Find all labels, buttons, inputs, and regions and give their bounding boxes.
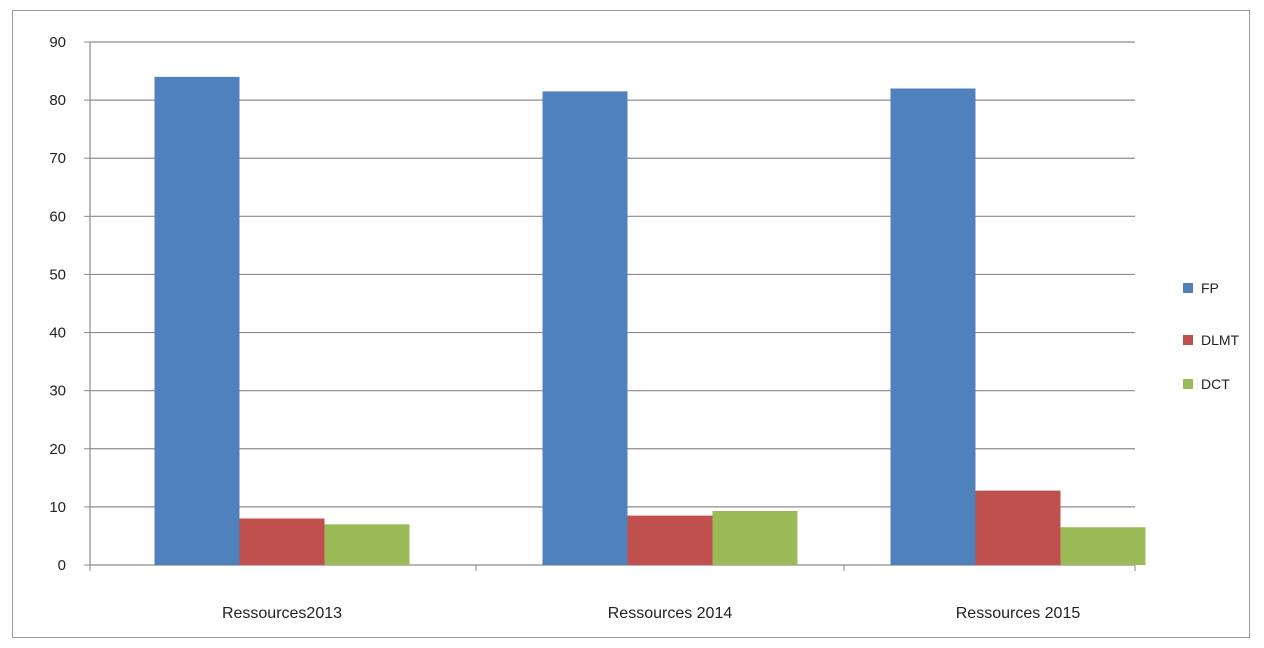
legend-swatch-dct — [1183, 379, 1193, 389]
bar-dlmt-0 — [239, 518, 325, 565]
legend-swatch-dlmt — [1183, 335, 1193, 345]
legend: FP DLMT DCT — [1183, 280, 1240, 392]
legend-label-dct: DCT — [1201, 376, 1230, 392]
bar-fp-0 — [154, 76, 240, 565]
bar-dlmt-2 — [975, 490, 1061, 565]
y-tick-label: 30 — [49, 383, 66, 400]
bar-dct-1 — [712, 510, 798, 565]
y-tick-label: 90 — [49, 34, 66, 51]
bar-fp-2 — [890, 88, 976, 565]
y-tick-label: 80 — [49, 92, 66, 109]
x-category-label: Ressources 2015 — [956, 605, 1081, 622]
bar-dlmt-1 — [627, 515, 713, 565]
y-tick-label: 60 — [49, 208, 66, 225]
x-category-label: Ressources 2014 — [608, 605, 733, 622]
y-tick-label: 40 — [49, 325, 66, 342]
legend-swatch-fp — [1183, 283, 1193, 293]
legend-label-dlmt: DLMT — [1201, 332, 1240, 348]
y-tick-label: 70 — [49, 150, 66, 167]
legend-label-fp: FP — [1201, 280, 1219, 296]
y-tick-label: 50 — [49, 266, 66, 283]
bar-dct-2 — [1060, 527, 1146, 565]
x-category-label: Ressources2013 — [222, 605, 342, 622]
y-tick-label: 20 — [49, 441, 66, 458]
axis-labels: 0 10 20 30 40 50 60 70 80 90 Ressources2013 Ressour… — [49, 34, 1080, 622]
bar-dct-0 — [324, 524, 410, 565]
y-tick-label: 10 — [49, 499, 66, 516]
y-tick-label: 0 — [58, 557, 66, 574]
bar-fp-1 — [542, 91, 628, 566]
bars — [154, 76, 1146, 566]
